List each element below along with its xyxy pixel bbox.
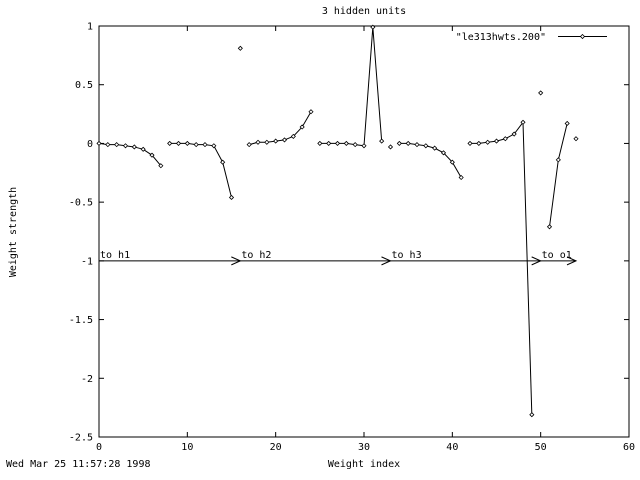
data-point xyxy=(520,119,526,125)
data-point xyxy=(202,142,208,148)
data-point xyxy=(493,138,500,144)
data-point xyxy=(334,140,341,146)
data-point xyxy=(105,142,111,148)
y-tick-label: 0 xyxy=(87,139,93,150)
data-point xyxy=(352,142,358,148)
x-axis-ticks: 0 10 20 30 40 50 60 xyxy=(96,26,635,453)
legend-label: "le313hwts.200" xyxy=(456,32,546,43)
legend-marker xyxy=(579,33,586,40)
y-tick-label: -2.5 xyxy=(69,433,93,444)
data-point xyxy=(290,133,296,139)
annotation-label: to h2 xyxy=(241,250,271,261)
data-point xyxy=(396,140,402,146)
chart-title: 3 hidden units xyxy=(322,6,406,17)
y-axis-label: Weight strength xyxy=(8,187,19,277)
data-point xyxy=(220,159,226,165)
x-tick-label: 20 xyxy=(270,442,282,453)
x-tick-label: 60 xyxy=(623,442,635,453)
data-point xyxy=(440,150,447,156)
y-tick-label: -1 xyxy=(81,256,93,267)
series-line-segment xyxy=(169,142,232,198)
data-point xyxy=(370,24,376,30)
x-tick-label: 50 xyxy=(535,442,547,453)
data-point xyxy=(264,139,270,145)
data-point xyxy=(175,140,182,146)
data-point xyxy=(458,174,464,181)
data-point xyxy=(326,140,332,146)
x-tick-label: 30 xyxy=(358,442,370,453)
data-point xyxy=(449,159,455,165)
data-point xyxy=(273,138,279,144)
data-point xyxy=(573,136,579,142)
data-point xyxy=(246,142,252,148)
x-tick-label: 40 xyxy=(446,442,458,453)
legend: "le313hwts.200" xyxy=(456,32,607,43)
data-point xyxy=(149,152,155,158)
annotation-label: to h3 xyxy=(392,250,422,261)
data-point xyxy=(281,137,288,143)
data-point xyxy=(511,131,517,137)
timestamp: Wed Mar 25 11:57:28 1998 xyxy=(6,459,151,470)
data-point xyxy=(308,109,314,115)
data-point xyxy=(502,136,508,142)
data-point xyxy=(184,140,190,146)
data-point xyxy=(211,143,217,149)
data-point xyxy=(228,194,235,201)
y-tick-label: 0.5 xyxy=(75,80,93,91)
x-axis-label: Weight index xyxy=(328,459,400,470)
y-tick-label: -0.5 xyxy=(69,198,93,209)
data-point xyxy=(485,139,491,145)
data-point xyxy=(361,143,367,149)
y-tick-label: -2 xyxy=(81,374,93,385)
data-point xyxy=(114,142,120,148)
annotation-arrow-head xyxy=(566,256,578,266)
data-point xyxy=(158,163,164,169)
data-point xyxy=(467,140,473,146)
data-point xyxy=(140,146,146,152)
data-point xyxy=(122,143,129,149)
series-line-segment xyxy=(319,27,383,147)
data-point xyxy=(317,140,323,146)
data-point xyxy=(546,224,553,230)
series xyxy=(96,24,579,418)
data-point xyxy=(255,139,261,145)
data-point xyxy=(387,144,394,150)
annotation-arrow-head xyxy=(231,256,242,266)
series-line-segment xyxy=(470,120,533,415)
data-point xyxy=(193,142,199,148)
data-point xyxy=(564,120,570,127)
data-point xyxy=(96,140,102,146)
data-point xyxy=(414,142,420,148)
series-line-segment xyxy=(549,123,568,227)
data-point xyxy=(343,140,349,146)
y-tick-label: -1.5 xyxy=(69,315,93,326)
data-point xyxy=(379,138,385,144)
data-point xyxy=(538,90,544,96)
data-point xyxy=(405,140,411,146)
plot-frame xyxy=(98,25,630,438)
data-point xyxy=(423,143,429,149)
y-tick-label: 1 xyxy=(87,22,93,33)
data-point xyxy=(555,157,561,163)
data-point xyxy=(299,124,305,130)
data-point xyxy=(432,145,438,151)
annotation-label: to o1 xyxy=(542,250,572,261)
data-point xyxy=(131,144,137,150)
x-tick-label: 0 xyxy=(96,442,102,453)
x-tick-label: 10 xyxy=(181,442,193,453)
data-point xyxy=(237,45,243,51)
annotations: to h1 to h2 to h3 to o1 xyxy=(99,250,578,266)
data-point xyxy=(476,140,482,146)
data-point xyxy=(529,412,535,418)
data-point xyxy=(167,140,173,146)
y-axis-ticks: 1 0.5 0 -0.5 -1 -1.5 -2 -2.5 xyxy=(69,22,629,444)
annotation-label: to h1 xyxy=(100,250,130,261)
